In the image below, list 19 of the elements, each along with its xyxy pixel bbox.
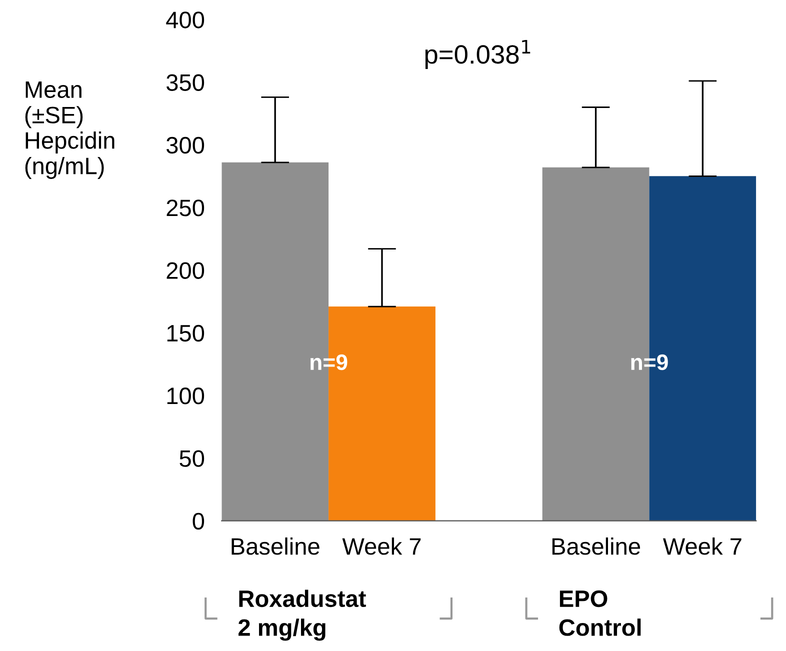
y-tick-label: 100	[167, 388, 204, 404]
y-tick-label: 400	[166, 12, 204, 28]
text: Roxadustat 2 mg/kg	[238, 590, 366, 641]
y-tick-label: 350	[166, 74, 204, 91]
y-tick-label: 50	[180, 450, 204, 467]
x-tick-label: Week 7	[342, 537, 421, 555]
y-tick-label: 200	[166, 262, 204, 279]
x-tick-label: Baseline	[232, 537, 320, 555]
x-tick-label: Week 7	[662, 537, 742, 555]
y-axis-title: Mean (±SE) Hepcidin (ng/mL)	[25, 82, 114, 179]
text: EPO Control	[559, 590, 641, 636]
annotation: p=0.038$^{1}$	[425, 40, 530, 70]
x-tick-label: Baseline	[552, 537, 640, 555]
y-tick-label: 250	[166, 200, 204, 216]
annotation: n=9	[310, 354, 348, 370]
y-tick-label: 300	[166, 136, 204, 154]
y-tick-label: 0	[192, 512, 204, 530]
y-tick-label: 150	[167, 324, 204, 342]
annotation: n=9	[631, 354, 668, 370]
